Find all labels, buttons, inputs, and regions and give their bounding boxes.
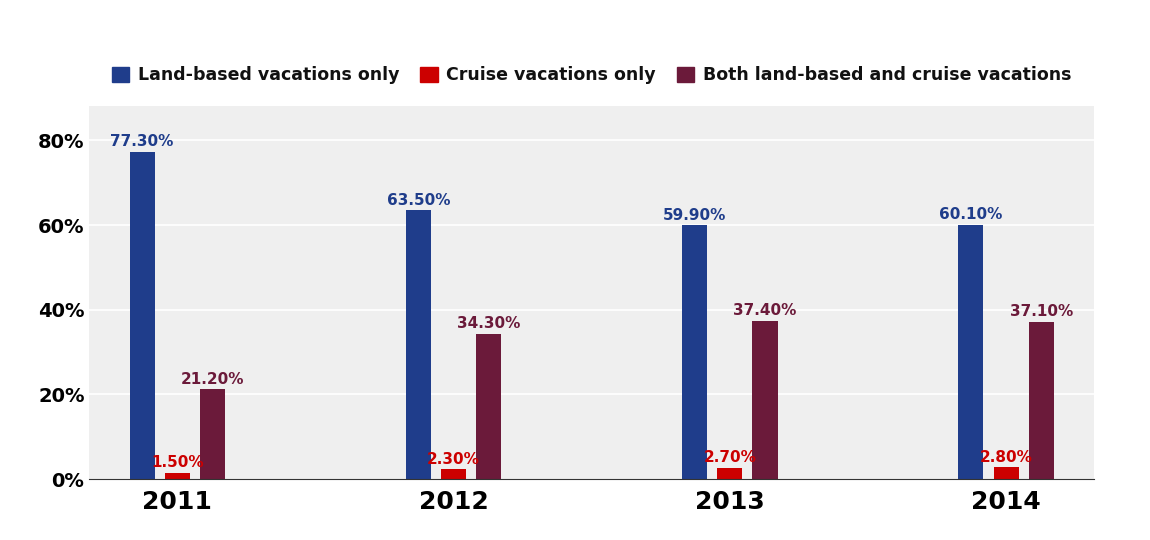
Bar: [406, 210, 431, 479]
Bar: [682, 226, 707, 479]
Bar: [200, 389, 225, 479]
Legend: Land-based vacations only, Cruise vacations only, Both land-based and cruise vac: Land-based vacations only, Cruise vacati…: [105, 59, 1079, 91]
Text: 34.30%: 34.30%: [457, 316, 521, 332]
Text: 37.40%: 37.40%: [734, 303, 797, 318]
Bar: [130, 152, 154, 479]
Text: 77.30%: 77.30%: [110, 134, 174, 149]
Text: 1.50%: 1.50%: [151, 455, 204, 470]
Bar: [718, 468, 743, 479]
Text: 60.10%: 60.10%: [940, 207, 1003, 222]
Bar: [994, 467, 1019, 479]
Bar: [1028, 322, 1053, 479]
Text: 37.10%: 37.10%: [1010, 305, 1073, 320]
Text: 2.80%: 2.80%: [980, 450, 1033, 465]
Bar: [440, 469, 466, 479]
Bar: [164, 472, 190, 479]
Bar: [958, 225, 983, 479]
Text: 63.50%: 63.50%: [386, 193, 450, 208]
Text: 2.70%: 2.70%: [704, 450, 757, 465]
Text: 21.20%: 21.20%: [181, 372, 244, 387]
Bar: [752, 321, 777, 479]
Text: 2.30%: 2.30%: [427, 452, 480, 467]
Bar: [476, 334, 501, 479]
Text: 59.90%: 59.90%: [662, 208, 727, 223]
